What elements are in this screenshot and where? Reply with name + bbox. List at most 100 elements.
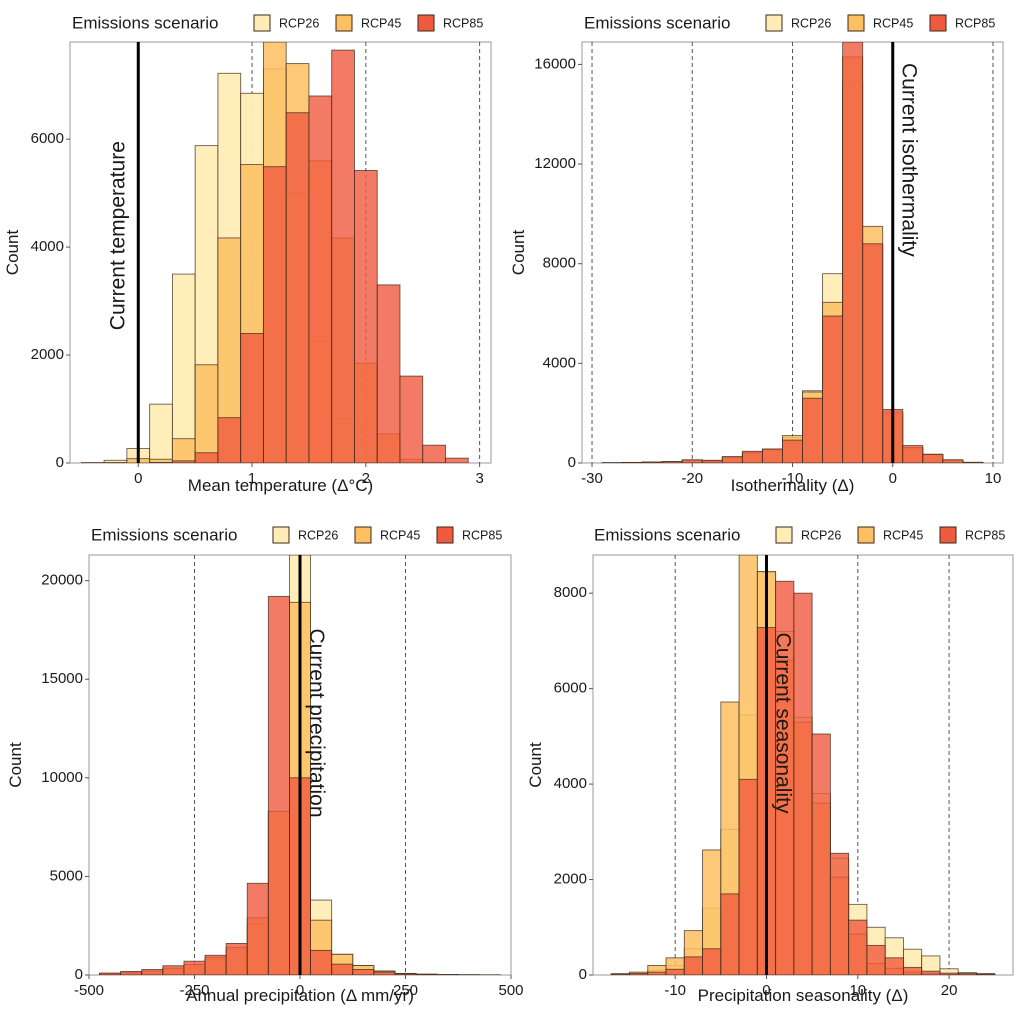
bar <box>702 948 722 975</box>
legend-label-rcp45: RCP45 <box>361 16 401 30</box>
y-tick-label: 4000 <box>543 354 576 371</box>
legend-title: Emissions scenario <box>72 13 218 32</box>
x-tick-label: 3 <box>475 470 483 487</box>
y-axis: 0 2000 4000 6000 8000 Count <box>526 584 593 983</box>
bar <box>822 315 844 463</box>
x-axis-title: Annual precipitation (Δ mm/yr) <box>186 986 414 1005</box>
bar <box>811 733 831 975</box>
bar <box>720 893 740 975</box>
legend-swatch-rcp26 <box>775 526 793 544</box>
legend-title: Emissions scenario <box>594 525 740 544</box>
legend-label-rcp45: RCP45 <box>883 528 923 542</box>
bar <box>162 965 185 975</box>
legend-label-rcp85: RCP85 <box>965 528 1005 542</box>
series-rcp85 <box>610 580 996 975</box>
bar <box>217 417 242 463</box>
bar <box>149 403 173 463</box>
legend-label-rcp85: RCP85 <box>955 16 995 30</box>
bar <box>103 462 128 463</box>
y-tick-label: 16000 <box>534 55 576 72</box>
y-axis: 0 4000 8000 12000 16000 Count <box>509 55 582 471</box>
x-tick-label: 500 <box>498 982 523 999</box>
plot-content <box>80 42 481 463</box>
y-axis-title: Count <box>6 742 25 788</box>
bar <box>829 852 850 975</box>
bar <box>957 973 977 975</box>
y-tick-label: 15000 <box>41 670 83 687</box>
legend-swatch-rcp45 <box>335 14 353 32</box>
bar <box>373 971 396 975</box>
legend: Emissions scenario RCP26 RCP45 RCP85 <box>91 525 502 544</box>
panel-seasonality: Emissions scenario RCP26 RCP45 RCP85 Current… <box>526 525 1014 1005</box>
x-tick-label: 10 <box>985 470 1002 487</box>
bar <box>99 972 122 975</box>
y-tick-label: 12000 <box>534 155 576 172</box>
y-tick-label: 0 <box>56 454 64 471</box>
x-tick-label: -30 <box>581 470 603 487</box>
bar <box>331 49 355 463</box>
bar <box>848 919 868 975</box>
bar <box>962 461 984 463</box>
bar <box>738 778 758 975</box>
x-tick-label: 250 <box>393 982 418 999</box>
bar <box>921 970 941 975</box>
bar <box>267 595 290 975</box>
bar <box>141 969 164 975</box>
x-tick-label: 1 <box>248 470 256 487</box>
bar <box>422 444 446 463</box>
legend-swatch-rcp85 <box>417 14 435 32</box>
y-axis: 0 5000 10000 15000 20000 Count <box>6 572 89 983</box>
x-tick-label: 0 <box>134 470 142 487</box>
bar <box>262 166 287 463</box>
y-tick-label: 10000 <box>41 769 83 786</box>
x-axis-title: Mean temperature (Δ°C) <box>188 476 373 495</box>
bar <box>629 973 649 975</box>
bar <box>942 459 964 463</box>
y-tick-label: 0 <box>568 454 576 471</box>
x-tick-label: 0 <box>889 470 897 487</box>
y-tick-label: 0 <box>579 966 587 983</box>
legend: Emissions scenario RCP26 RCP45 RCP85 <box>584 13 995 32</box>
y-tick-label: 8000 <box>543 255 576 272</box>
bar <box>721 456 743 463</box>
bar <box>204 954 227 975</box>
legend-title: Emissions scenario <box>584 13 730 32</box>
legend-swatch-rcp45 <box>354 526 372 544</box>
bar <box>976 973 996 975</box>
x-axis-title: Isothermality (Δ) <box>731 476 855 495</box>
legend-title: Emissions scenario <box>91 525 237 544</box>
current-value-label: Current temperature <box>106 141 129 330</box>
bar <box>862 243 884 463</box>
bar <box>661 461 683 463</box>
legend-swatch-rcp85 <box>939 526 957 544</box>
x-axis: -10 0 10 20 Precipitation seasonality (Δ) <box>664 975 957 1005</box>
bar <box>285 112 310 463</box>
panel-isothermality: Emissions scenario RCP26 RCP45 RCP85 Current… <box>509 13 1004 495</box>
legend-label-rcp26: RCP26 <box>279 16 319 30</box>
legend-label-rcp26: RCP26 <box>791 16 831 30</box>
bar <box>921 955 941 975</box>
current-value-label: Current seasonality <box>771 633 794 814</box>
legend-label-rcp45: RCP45 <box>873 16 913 30</box>
plot-content <box>99 555 501 975</box>
x-axis: -30 -20 -10 0 10 Isothermality (Δ) <box>581 463 1001 495</box>
x-tick-label: 0 <box>296 982 304 999</box>
bar <box>665 968 685 975</box>
x-tick-label: 2 <box>362 470 370 487</box>
bar <box>194 364 219 463</box>
plot-content <box>591 42 994 463</box>
legend-label-rcp85: RCP85 <box>462 528 502 542</box>
legend-swatch-rcp45 <box>847 14 865 32</box>
bar <box>120 971 143 975</box>
bar <box>939 972 959 975</box>
y-axis: 0 2000 4000 6000 Count <box>3 130 70 471</box>
bar <box>902 966 923 975</box>
bar <box>394 973 417 975</box>
bar <box>802 397 824 463</box>
bar <box>308 95 333 463</box>
bar <box>352 969 375 975</box>
current-value-label: Current precipitation <box>305 628 328 817</box>
bar <box>683 956 704 975</box>
x-tick-label: -250 <box>179 982 209 999</box>
